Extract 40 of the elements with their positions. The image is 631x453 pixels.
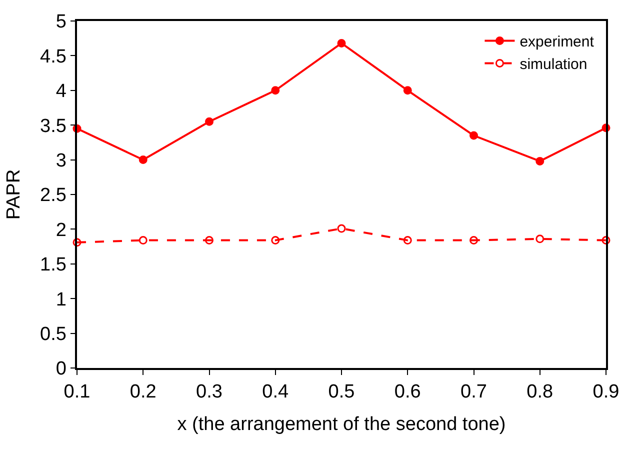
- point: [337, 224, 346, 233]
- point: [470, 131, 478, 140]
- point: [536, 234, 544, 244]
- x-tick-label: 0.9: [592, 382, 620, 403]
- y-tick-label: 5: [56, 12, 66, 33]
- point: [138, 236, 148, 245]
- point: [138, 156, 148, 164]
- point: [470, 236, 478, 245]
- legend-label: simulation: [520, 56, 588, 74]
- point: [271, 236, 280, 245]
- point: [403, 236, 412, 245]
- y-tick-label: 4.5: [40, 46, 66, 68]
- x-tick-label: 0.5: [328, 382, 355, 403]
- x-tick-label: 0.6: [394, 382, 421, 403]
- x-tick-label: 0.3: [196, 382, 222, 403]
- x-tick-label: 0.1: [64, 382, 90, 403]
- y-tick-label: 2.5: [40, 185, 66, 206]
- legend-label: experiment: [520, 34, 595, 51]
- point: [337, 38, 346, 48]
- point: [205, 236, 214, 245]
- x-tick-label: 0.2: [130, 382, 156, 403]
- x-tick-label: 0.4: [262, 382, 290, 403]
- point: [271, 86, 280, 95]
- y-tick-label: 3: [56, 150, 66, 172]
- y-tick-label: 4: [56, 81, 67, 102]
- point: [536, 156, 544, 166]
- x-axis-title: x (the arrangement of the second tone): [177, 414, 506, 435]
- y-tick-label: 1: [56, 289, 66, 310]
- y-tick-label: 0: [56, 358, 66, 380]
- y-tick-label: 0.5: [40, 324, 66, 345]
- point: [205, 117, 214, 126]
- point: [72, 238, 82, 247]
- y-axis-title: PAPR: [3, 169, 24, 220]
- point: [403, 86, 412, 95]
- y-tick-label: 3.5: [40, 116, 66, 137]
- y-tick-label: 1.5: [40, 254, 66, 276]
- x-tick-label: 0.7: [460, 382, 487, 403]
- point: [602, 236, 610, 245]
- y-tick-label: 2: [56, 220, 66, 241]
- x-tick-label: 0.8: [526, 382, 554, 403]
